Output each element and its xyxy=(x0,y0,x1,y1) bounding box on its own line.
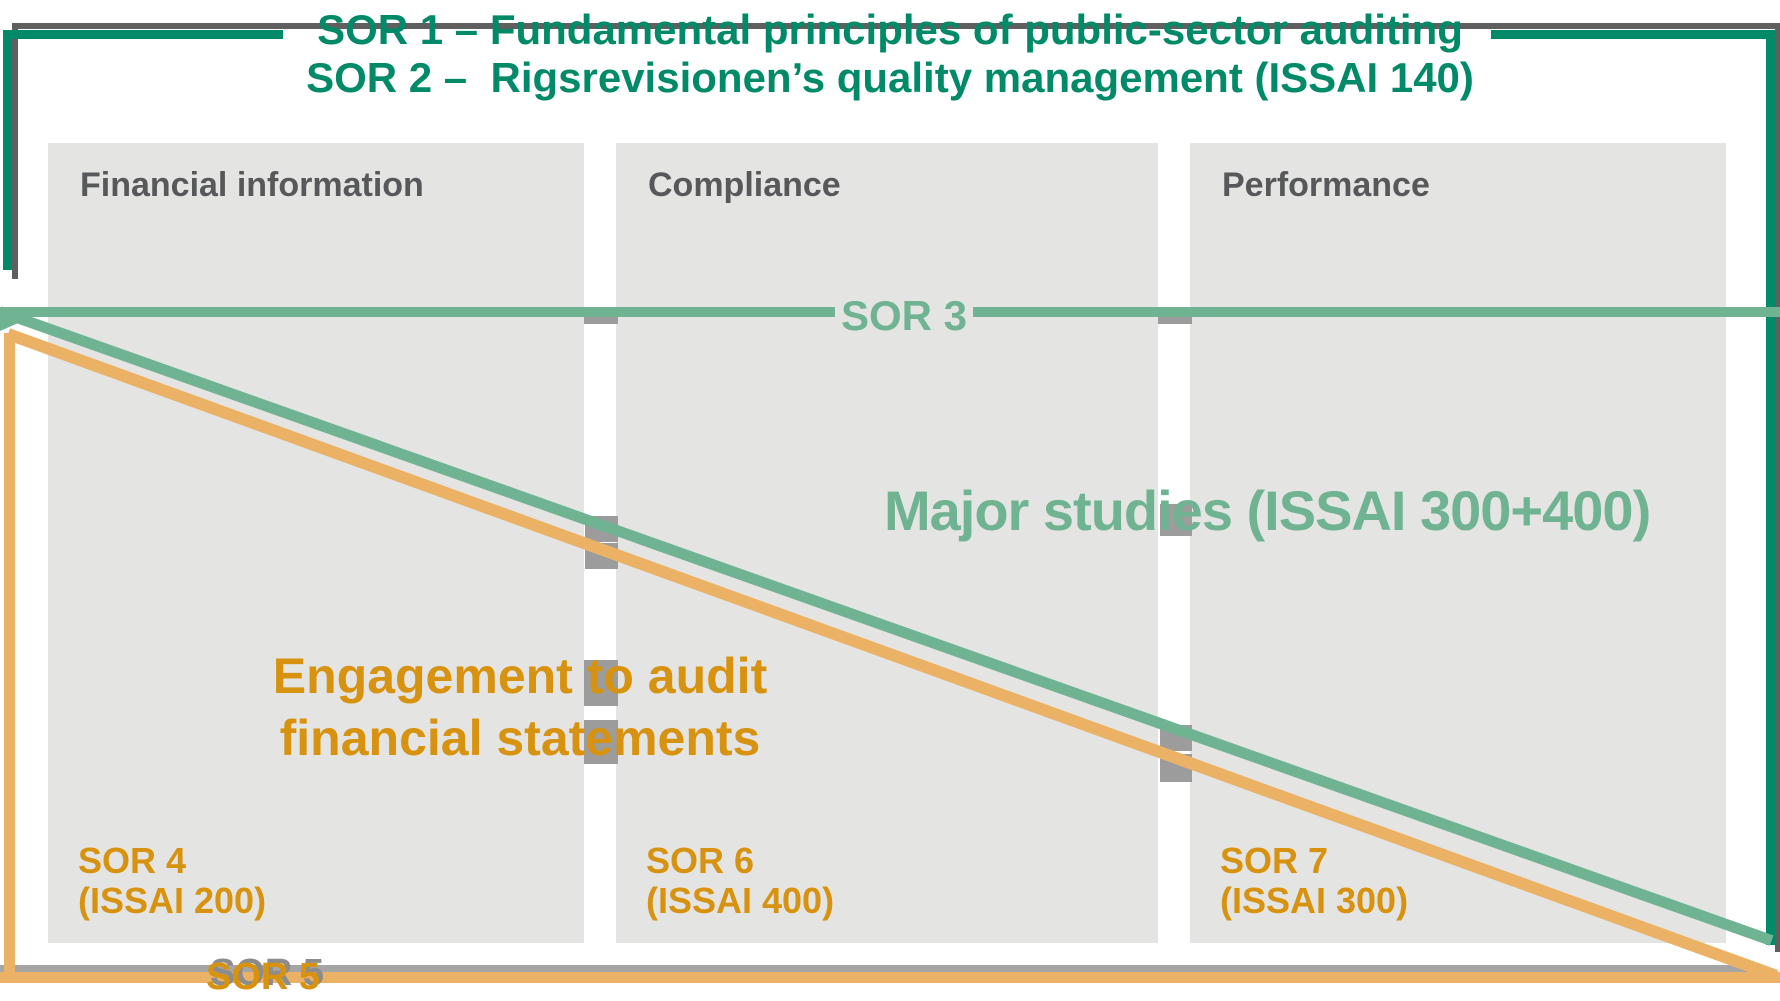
column-header-performance: Performance xyxy=(1222,166,1430,204)
column-header-financial-information: Financial information xyxy=(80,166,424,204)
sor4-label-line1: SOR 4 xyxy=(78,840,187,881)
shadow-artifact xyxy=(1160,504,1192,536)
engagement-label-line1: Engagement to audit xyxy=(272,648,768,704)
sor3-label: SOR 3 xyxy=(840,292,968,339)
column-compliance: Compliance SOR 6 (ISSAI 400) xyxy=(616,143,1158,943)
shadow-artifact xyxy=(584,720,618,764)
sor4-label: SOR 4 (ISSAI 200) xyxy=(78,841,266,921)
engagement-label: Engagement to audit financial statements xyxy=(140,645,900,769)
sor6-label: SOR 6 (ISSAI 400) xyxy=(646,841,834,921)
major-studies-label: Major studies (ISSAI 300+400) xyxy=(884,479,1651,542)
orange-frame-left-border xyxy=(4,333,15,983)
frame-shadow-top xyxy=(12,23,1778,29)
teal-frame-left-border xyxy=(3,30,12,270)
sor4-label-line2: (ISSAI 200) xyxy=(78,880,267,921)
column-financial-information: Financial information SOR 4 (ISSAI 200) xyxy=(48,143,584,943)
frame-shadow-left xyxy=(12,29,18,279)
teal-frame-top-right-segment xyxy=(1491,30,1775,39)
sor6-label-line2: (ISSAI 400) xyxy=(646,880,835,921)
orange-frame-bottom-border xyxy=(0,972,1780,983)
frame-shadow-bottom xyxy=(0,965,1762,972)
sor3-line-left-segment xyxy=(0,307,835,317)
sor7-label: SOR 7 (ISSAI 300) xyxy=(1220,841,1408,921)
frame-shadow-right xyxy=(1775,23,1780,952)
teal-frame-top-left-segment xyxy=(3,30,283,39)
sor6-label-line1: SOR 6 xyxy=(646,840,755,881)
sor7-label-line1: SOR 7 xyxy=(1220,840,1329,881)
shadow-artifact xyxy=(584,660,618,706)
title-sor2: SOR 2 – Rigsrevisionen’s quality managem… xyxy=(306,54,1474,101)
sor5-label: SOR 5 xyxy=(206,956,321,998)
engagement-label-line2: financial statements xyxy=(279,710,761,766)
column-header-compliance: Compliance xyxy=(648,166,841,204)
column-performance: Performance SOR 7 (ISSAI 300) xyxy=(1190,143,1726,943)
title-sor1: SOR 1 – Fundamental principles of public… xyxy=(317,6,1463,53)
sor7-label-line2: (ISSAI 300) xyxy=(1220,880,1409,921)
teal-frame-right-border xyxy=(1766,30,1775,945)
sor3-line-right-segment xyxy=(973,307,1780,317)
